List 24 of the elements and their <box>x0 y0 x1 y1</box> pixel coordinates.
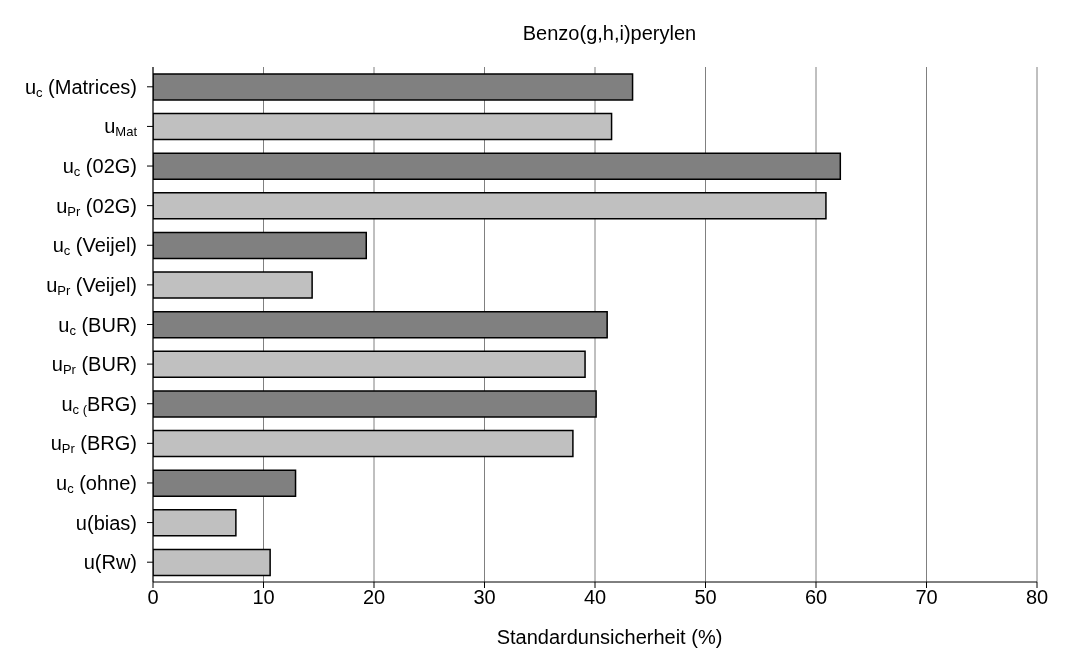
y-tick-label: u$_{c (}$BRG) <box>61 392 137 417</box>
y-tick-label: u(Rw) <box>83 551 137 574</box>
y-tick-label: u$_{Pr}$ (BRG) <box>50 432 137 457</box>
y-tick-label: u$_{c}$ (BUR) <box>58 313 137 338</box>
y-tick-label: u$_{c}$ (Veijel) <box>52 234 137 259</box>
x-tick-label: 20 <box>362 586 386 609</box>
y-tick-label: u$_{Mat}$ <box>104 115 138 140</box>
y-tick-label: u$_{c}$ (ohne) <box>56 471 137 497</box>
x-tick-label: 30 <box>473 586 496 609</box>
x-tick-label: 0 <box>147 586 159 609</box>
x-tick-label: 40 <box>583 586 607 609</box>
y-tick-label: u(bias) <box>75 511 137 534</box>
chart-title: Benzo(g,h,i)perylen <box>521 21 698 46</box>
y-tick-label: u$_{c}$ (Matrices) <box>24 75 137 101</box>
x-tick-label: 60 <box>804 586 828 609</box>
y-tick-label: u$_{Pr}$ (02G) <box>56 194 137 219</box>
x-tick-label: 10 <box>252 586 275 609</box>
x-axis-title: Standardunsicherheit (%) <box>495 626 724 649</box>
y-tick-label: u$_{Pr}$ (Veijel) <box>46 273 137 299</box>
x-tick-label: 80 <box>1025 586 1049 609</box>
x-tick-label: 70 <box>915 586 938 609</box>
y-tick-label: u$_{c}$ (02G) <box>62 155 137 180</box>
y-tick-label: u$_{Pr}$ (BUR) <box>51 353 137 378</box>
x-tick-label: 50 <box>694 586 717 609</box>
